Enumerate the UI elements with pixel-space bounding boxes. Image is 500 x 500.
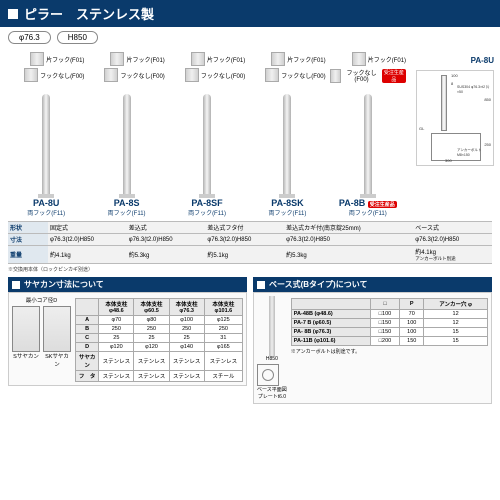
product-item: 片フック(F01) フックなし(F00) PA-8SF 両フック(F11)	[169, 52, 245, 217]
hook-swatch	[185, 68, 199, 82]
page-header: ピラー ステンレス製	[0, 0, 500, 27]
product-item: 片フック(F01) フックなし(F00) PA-8SK 両フック(F11)	[249, 52, 325, 217]
product-subtitle: 両フック(F11)	[169, 208, 245, 217]
base-panel: ベース式(Bタイプ)について H850 ベース平面図 プレートt6.0 □Pアン…	[253, 277, 492, 404]
base-title: ベース式(Bタイプ)について	[253, 277, 492, 292]
hook-swatch	[24, 68, 38, 82]
hook-swatch	[352, 52, 366, 66]
pillar-icon	[283, 94, 291, 194]
hook-swatch	[191, 52, 205, 66]
header-square-icon	[8, 9, 18, 19]
product-subtitle: 両フック(F11)	[330, 208, 406, 217]
core-dia-label: 最小コア径D	[12, 296, 71, 304]
pillar-icon	[123, 94, 131, 194]
base-pillar-diagram	[269, 296, 275, 356]
hook-swatch	[110, 52, 124, 66]
product-item: 片フック(F01) フックなし(F00)受注生産品 PA-8B 受注生産品 両フ…	[330, 52, 406, 217]
page-title: ピラー ステンレス製	[24, 4, 154, 23]
product-code: PA-8SF	[169, 198, 245, 208]
hook-swatch	[265, 68, 279, 82]
pillar-icon	[42, 94, 50, 194]
s-sayakan-diagram	[12, 306, 40, 352]
side-product-code: PA-8U	[471, 56, 494, 65]
sayakan-table: 本体支柱 φ48.6本体支柱 φ60.5本体支柱 φ76.3本体支柱 φ101.…	[75, 298, 243, 382]
sayakan-panel: サヤカン寸法について 最小コア径D Sサヤカン SKサヤカン	[8, 277, 247, 404]
pillar-icon	[364, 94, 372, 194]
product-spec-table: 形状固定式差込式差込式フタ付差込式カギ付(南京錠25mm)ベース式寸法φ76.3…	[8, 221, 492, 264]
base-plan-diagram	[257, 364, 279, 386]
hook-swatch	[271, 52, 285, 66]
product-subtitle: 両フック(F11)	[88, 208, 164, 217]
product-subtitle: 両フック(F11)	[8, 208, 84, 217]
base-note: ※アンカーボルトは別途です。	[291, 348, 488, 355]
pillar-icon	[203, 94, 211, 194]
product-subtitle: 両フック(F11)	[249, 208, 325, 217]
hook-swatch	[330, 69, 342, 83]
spec-height: H850	[57, 31, 98, 44]
base-table: □Pアンカー穴 φPA-48B (φ48.6)□1007012PA-7 B (φ…	[291, 298, 488, 346]
product-code: PA-8S	[88, 198, 164, 208]
sayakan-title: サヤカン寸法について	[8, 277, 247, 292]
hook-swatch	[30, 52, 44, 66]
spec-diameter: φ76.3	[8, 31, 51, 44]
product-code: PA-8U	[8, 198, 84, 208]
hook-swatch	[104, 68, 118, 82]
product-code: PA-8SK	[249, 198, 325, 208]
footnote: ※交換用本体（ロックピンカギ別途）	[0, 266, 500, 277]
product-item: 片フック(F01) フックなし(F00) PA-8U 両フック(F11)	[8, 52, 84, 217]
product-item: 片フック(F01) フックなし(F00) PA-8S 両フック(F11)	[88, 52, 164, 217]
spec-bar: φ76.3 H850	[0, 27, 500, 48]
sk-sayakan-diagram	[43, 306, 71, 352]
technical-drawing: 100 8 850 250 300 GL SUS304 φ76.3×t2 片×5…	[416, 70, 494, 166]
product-code: PA-8B 受注生産品	[330, 198, 406, 208]
